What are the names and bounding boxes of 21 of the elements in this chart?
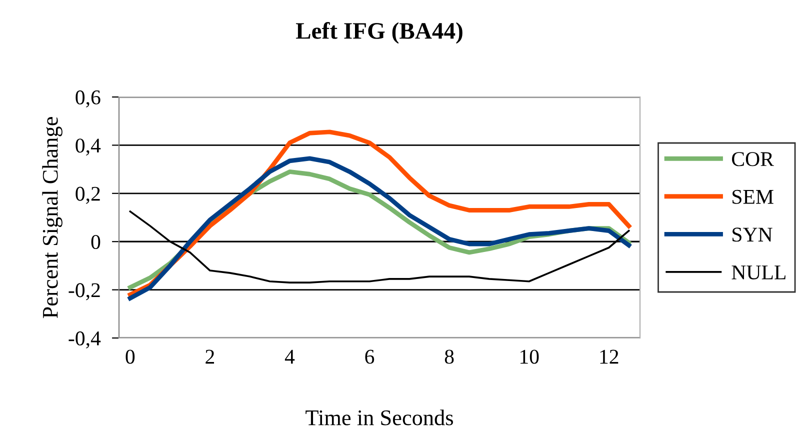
x-tick-label: 2 [206, 350, 214, 364]
y-tick-label: 0,6 [76, 90, 100, 108]
legend-label: SYN [732, 228, 772, 242]
x-tick-label: 10 [520, 350, 539, 364]
y-tick-label: -0,4 [68, 331, 101, 348]
legend-label: COR [732, 152, 774, 166]
x-tick-label: 6 [365, 350, 374, 364]
y-tick-label: 0,2 [76, 186, 100, 204]
line-series [128, 156, 632, 300]
y-tick-label: -0,2 [68, 283, 100, 300]
x-axis-title: Time in Seconds [306, 410, 453, 426]
x-tick-label: 0 [126, 350, 135, 364]
chart-title: Left IFG (BA44) [296, 22, 462, 44]
legend-label: NULL [732, 266, 786, 280]
x-tick-label: 4 [284, 350, 295, 364]
y-axis-title: Percent Signal Change [42, 117, 62, 318]
x-tick-label: 12 [600, 350, 618, 364]
x-tick-label: 8 [444, 350, 454, 364]
legend-label: SEM [732, 190, 774, 204]
y-tick-label: 0,4 [76, 138, 101, 156]
y-tick-label: 0 [91, 234, 100, 250]
